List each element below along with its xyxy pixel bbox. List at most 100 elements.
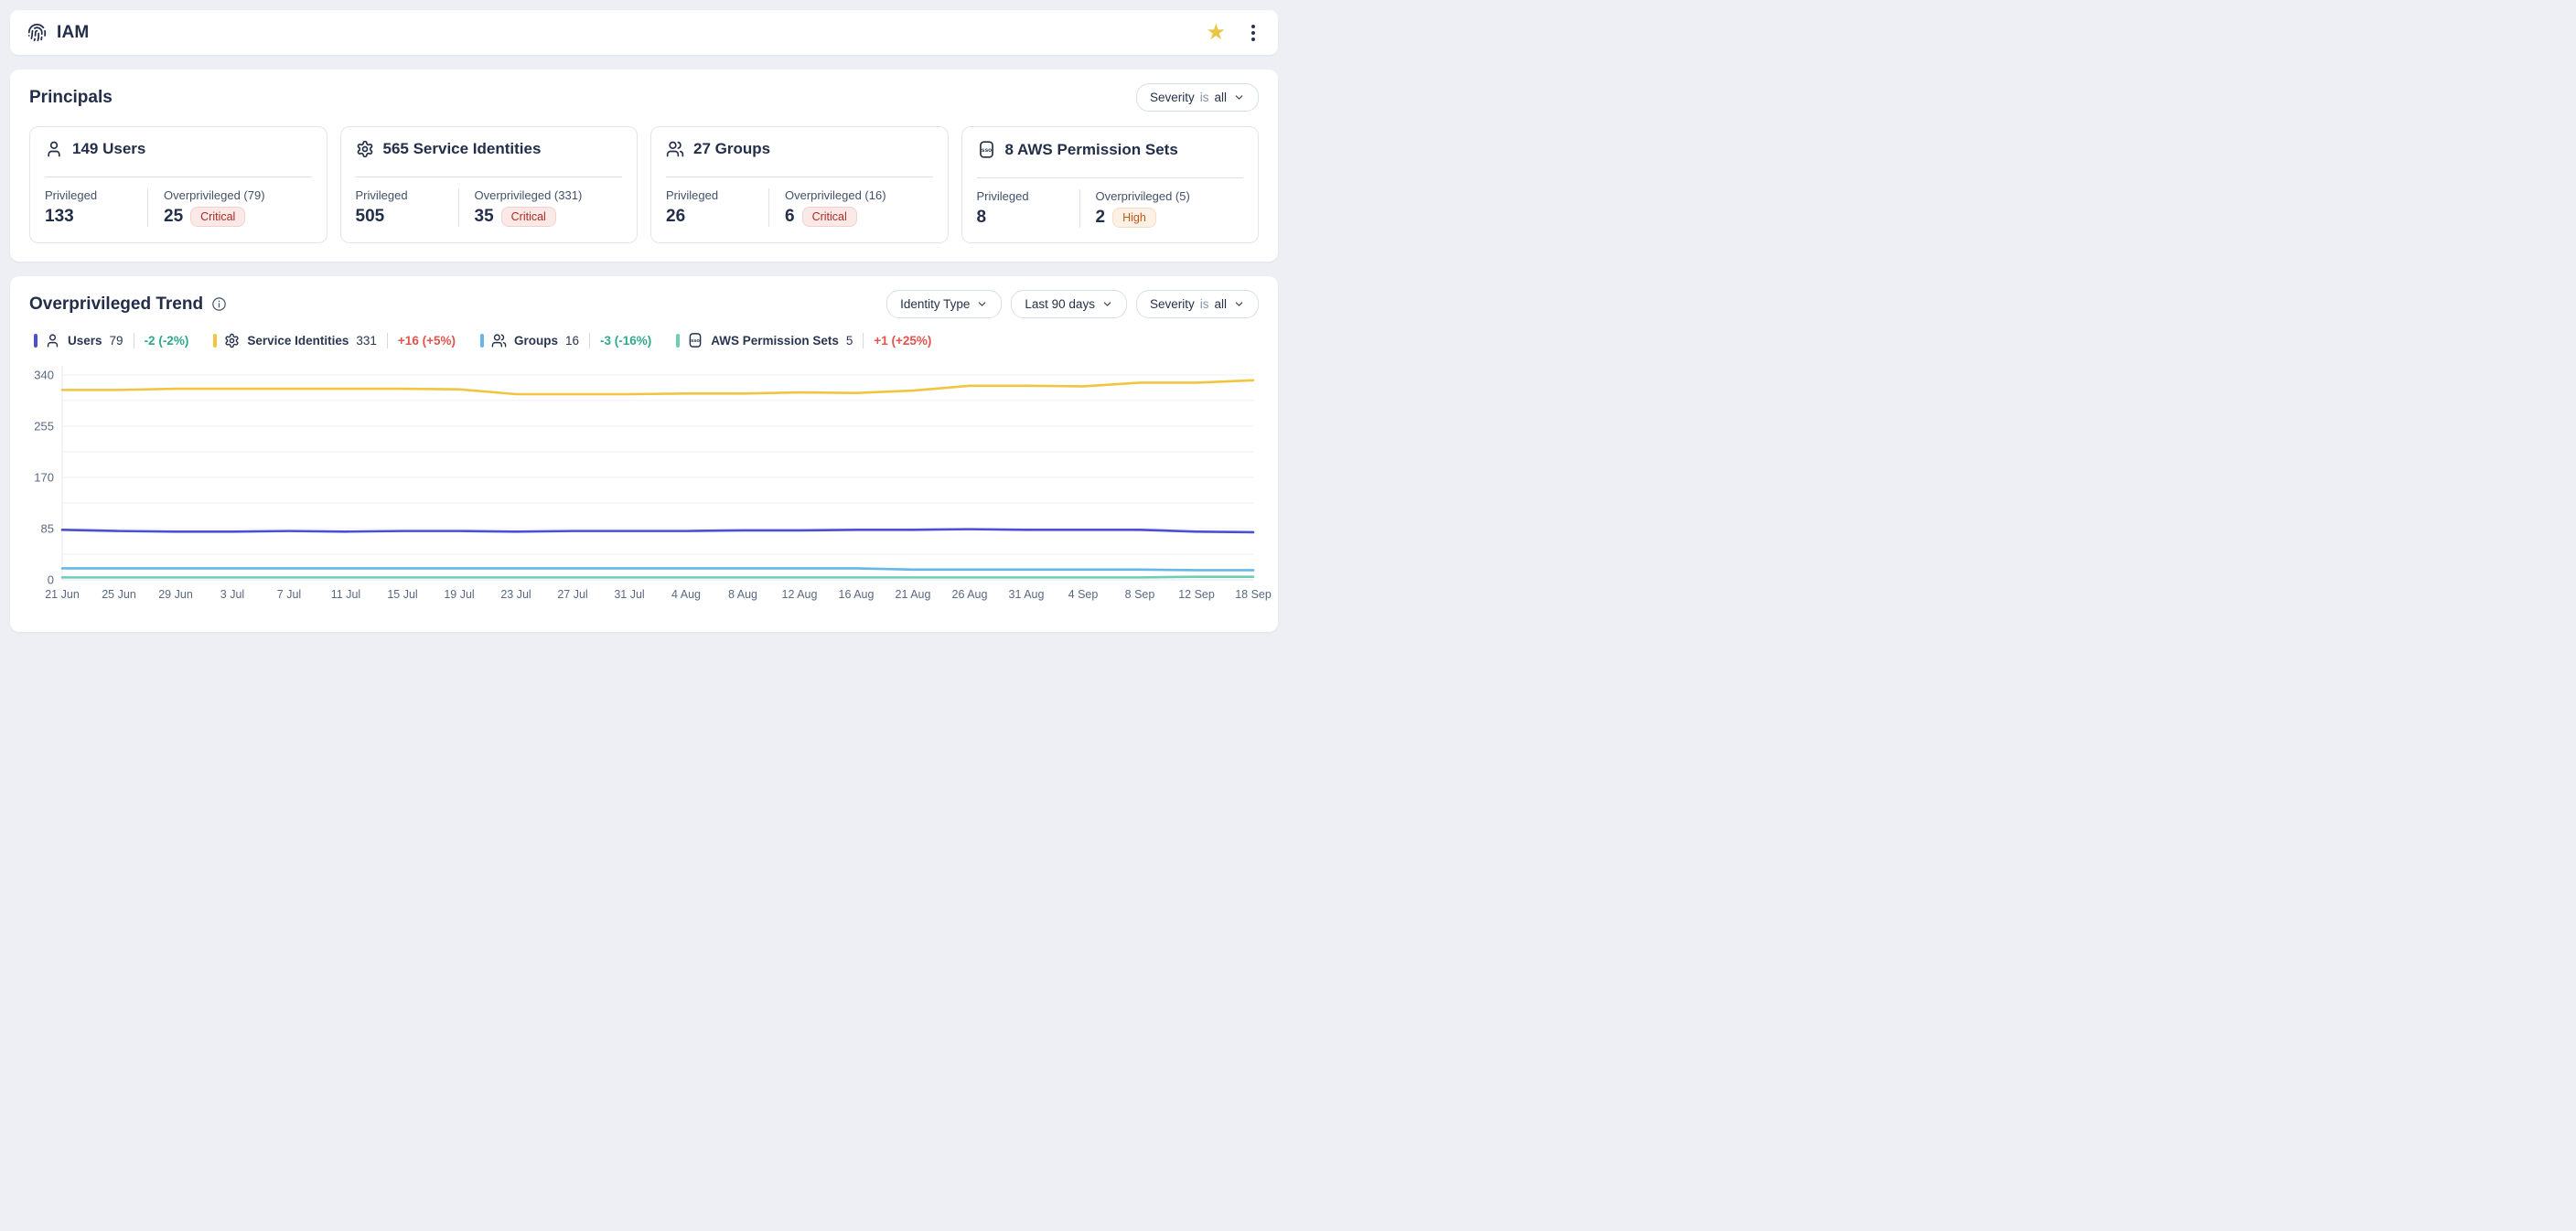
sso-badge-icon: sso: [977, 140, 996, 159]
user-icon: [45, 333, 60, 348]
legend-value: 79: [109, 333, 123, 348]
legend-delta: -3 (-16%): [600, 333, 652, 348]
legend-item-aws-permission-sets[interactable]: sso AWS Permission Sets 5 +1 (+25%): [676, 332, 931, 348]
svg-text:4 Sep: 4 Sep: [1068, 588, 1099, 601]
legend-delta: +16 (+5%): [397, 333, 456, 348]
sso-badge-icon: sso: [687, 332, 703, 348]
users-card[interactable]: 149 Users Privileged 133 Overprivileged …: [29, 126, 327, 243]
filter-label: Severity: [1149, 91, 1195, 104]
kebab-menu-icon[interactable]: [1246, 21, 1261, 45]
overprivileged-label: Overprivileged (16): [785, 188, 886, 202]
trend-title: Overprivileged Trend: [29, 294, 204, 314]
svg-text:sso: sso: [691, 338, 700, 344]
card-title: 8 AWS Permission Sets: [1004, 140, 1178, 158]
legend-name: Service Identities: [247, 333, 349, 348]
topbar-title-group: IAM: [27, 23, 89, 43]
overprivileged-label: Overprivileged (79): [164, 188, 265, 202]
svg-text:18 Sep: 18 Sep: [1235, 588, 1272, 601]
legend-item-users[interactable]: Users 79 -2 (-2%): [34, 332, 189, 348]
legend-value: 16: [564, 333, 580, 348]
trend-filters: Identity Type Last 90 days Severity is a…: [886, 290, 1259, 318]
svg-text:170: 170: [34, 470, 54, 484]
gear-icon: [224, 333, 240, 348]
filter-label: Identity Type: [900, 297, 971, 311]
overprivileged-value: 6: [785, 207, 795, 226]
identity-type-filter[interactable]: Identity Type: [886, 290, 1003, 318]
principals-severity-filter[interactable]: Severity is all: [1135, 83, 1259, 112]
card-title: 27 Groups: [693, 140, 771, 157]
svg-text:3 Jul: 3 Jul: [220, 588, 244, 601]
groups-card[interactable]: 27 Groups Privileged 26 Overprivileged (…: [650, 126, 949, 243]
fingerprint-icon: [27, 23, 47, 42]
privileged-value: 26: [666, 207, 686, 226]
card-title: 149 Users: [72, 140, 146, 157]
favorite-star-icon[interactable]: ★: [1206, 19, 1226, 45]
svg-text:85: 85: [41, 521, 54, 535]
svg-text:255: 255: [34, 419, 54, 433]
filter-label: Severity: [1149, 297, 1195, 311]
filter-operator: is: [1199, 91, 1209, 104]
users-icon: [491, 333, 507, 348]
legend-delta: -2 (-2%): [144, 333, 189, 348]
legend-name: Users: [68, 333, 102, 348]
info-icon[interactable]: [211, 296, 227, 312]
topbar-actions: ★: [1206, 21, 1261, 45]
privileged-label: Privileged: [666, 188, 719, 202]
svg-text:4 Aug: 4 Aug: [671, 588, 701, 601]
legend-divider: [863, 332, 864, 348]
svg-text:0: 0: [48, 573, 54, 587]
principals-section: Principals Severity is all 149 Users Pri…: [10, 70, 1278, 262]
svg-text:29 Jun: 29 Jun: [158, 588, 193, 601]
overprivileged-value: 35: [474, 207, 494, 226]
service-identities-card[interactable]: 565 Service Identities Privileged 505 Ov…: [339, 126, 638, 243]
chevron-down-icon: [1233, 298, 1245, 310]
svg-text:25 Jun: 25 Jun: [102, 588, 136, 601]
svg-text:31 Jul: 31 Jul: [614, 588, 644, 601]
svg-text:12 Aug: 12 Aug: [782, 588, 818, 601]
legend-color-bar: [213, 333, 218, 348]
date-range-filter[interactable]: Last 90 days: [1011, 290, 1127, 318]
iam-dashboard: IAM ★ Principals Severity is all 149 Use…: [0, 0, 1288, 642]
users-icon: [666, 140, 684, 158]
chevron-down-icon: [1101, 298, 1113, 310]
trend-severity-filter[interactable]: Severity is all: [1135, 290, 1259, 318]
overprivileged-label: Overprivileged (5): [1095, 189, 1190, 203]
chevron-down-icon: [1233, 91, 1245, 103]
legend-value: 5: [845, 333, 853, 348]
aws-permission-sets-card[interactable]: sso 8 AWS Permission Sets Privileged 8 O…: [961, 126, 1259, 243]
legend-color-bar: [479, 333, 484, 348]
legend-value: 331: [356, 333, 377, 348]
legend-divider: [386, 332, 388, 348]
legend-color-bar: [34, 333, 38, 348]
overprivileged-value: 2: [1095, 208, 1106, 227]
filter-value: all: [1214, 91, 1227, 104]
principals-title: Principals: [29, 87, 113, 107]
svg-text:21 Aug: 21 Aug: [896, 588, 931, 601]
severity-badge: Critical: [801, 207, 857, 227]
user-icon: [45, 140, 63, 158]
svg-text:11 Jul: 11 Jul: [331, 588, 360, 601]
svg-text:27 Jul: 27 Jul: [557, 588, 587, 601]
svg-text:340: 340: [34, 368, 54, 381]
svg-text:16 Aug: 16 Aug: [839, 588, 875, 601]
svg-text:21 Jun: 21 Jun: [45, 588, 80, 601]
severity-badge: Critical: [190, 207, 246, 227]
chart-legend: Users 79 -2 (-2%) Service Identities 331…: [29, 332, 1259, 348]
trend-chart: 0 85 170 255 340 21 Jun 25 Jun 29 Jun 3 Jul 7 Jul…: [34, 366, 1272, 601]
legend-item-service-identities[interactable]: Service Identities 331 +16 (+5%): [213, 332, 456, 348]
legend-color-bar: [676, 333, 681, 348]
svg-text:15 Jul: 15 Jul: [387, 588, 417, 601]
severity-badge: High: [1112, 208, 1156, 228]
chevron-down-icon: [976, 298, 988, 310]
legend-divider: [589, 332, 591, 348]
legend-item-groups[interactable]: Groups 16 -3 (-16%): [479, 332, 652, 348]
privileged-value: 505: [355, 207, 385, 226]
svg-text:19 Jul: 19 Jul: [444, 588, 474, 601]
legend-delta: +1 (+25%): [874, 333, 932, 348]
principal-cards: 149 Users Privileged 133 Overprivileged …: [29, 126, 1259, 243]
svg-text:8 Aug: 8 Aug: [728, 588, 757, 601]
svg-text:26 Aug: 26 Aug: [952, 588, 988, 601]
topbar: IAM ★: [10, 10, 1278, 55]
gear-icon: [356, 140, 374, 158]
svg-text:23 Jul: 23 Jul: [500, 588, 531, 601]
